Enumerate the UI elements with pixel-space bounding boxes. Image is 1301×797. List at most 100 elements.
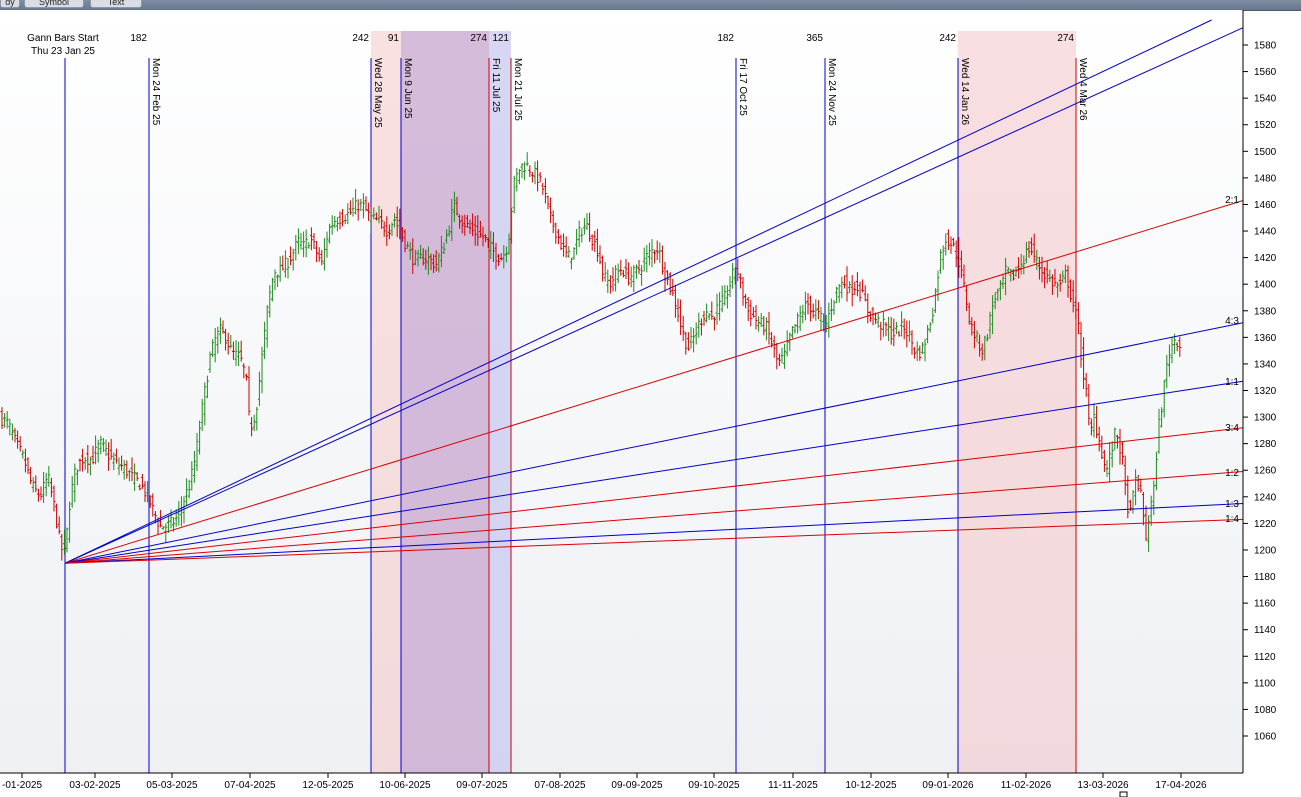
ohlc-bar [476, 215, 480, 246]
gann-fan-line-3-1 [64, 27, 1244, 564]
ohlc-bar [694, 322, 698, 345]
ohlc-bar [858, 281, 862, 302]
ohlc-bar [585, 213, 589, 230]
ohlc-bar [452, 191, 456, 223]
ohlc-bar [465, 214, 469, 228]
ohlc-bar [1152, 480, 1156, 516]
ohlc-bar [88, 456, 92, 476]
ohlc-bar [952, 237, 956, 247]
gann-fan-ratio-label: 3:4 [1225, 423, 1239, 434]
toolbar-button-dy[interactable]: dy [0, 0, 20, 8]
ohlc-bar [406, 241, 410, 249]
price-axis-label: 1100 [1254, 678, 1276, 689]
ohlc-bar [218, 317, 222, 344]
ohlc-bar [692, 328, 696, 353]
ohlc-bar [627, 262, 631, 286]
ohlc-bar [244, 373, 248, 381]
ohlc-bar [975, 330, 979, 343]
ohlc-bar [614, 265, 618, 292]
ohlc-bar [988, 311, 992, 339]
ohlc-bar [1089, 418, 1093, 436]
ohlc-bar [148, 495, 152, 508]
ohlc-bar [759, 312, 763, 327]
ohlc-bar [3, 413, 7, 428]
ohlc-bar [307, 242, 311, 249]
ohlc-bar [538, 172, 542, 183]
ohlc-bar [398, 208, 402, 240]
ohlc-bar [835, 286, 839, 304]
ohlc-bar [731, 263, 735, 289]
ohlc-bar [1105, 459, 1109, 477]
ohlc-bar [920, 342, 924, 354]
gann-fan-line-2-1 [64, 199, 1244, 564]
ohlc-bar [107, 442, 111, 471]
ohlc-bar [143, 481, 147, 502]
ohlc-bar [671, 278, 675, 297]
ohlc-bar [978, 334, 982, 357]
time-marker-date: Wed 14 Jan 26 [959, 58, 970, 126]
ohlc-bar [109, 438, 113, 460]
ohlc-bar [796, 312, 800, 334]
ohlc-bar [203, 382, 207, 426]
ohlc-bar [702, 311, 706, 326]
ohlc-bar [140, 474, 144, 489]
scroll-handle[interactable] [1119, 791, 1128, 797]
ohlc-bar [333, 215, 337, 229]
ohlc-bar [99, 435, 103, 455]
ohlc-bar [164, 523, 168, 543]
ohlc-bar [172, 517, 176, 532]
gann-fan-ratio-label: 1:3 [1225, 499, 1239, 510]
ohlc-bar [788, 332, 792, 352]
ohlc-bar [1024, 241, 1028, 264]
ohlc-bar [530, 172, 534, 183]
ohlc-bar [972, 320, 976, 349]
ohlc-bar [991, 295, 995, 335]
ohlc-bar [884, 321, 888, 337]
ohlc-bar [29, 466, 33, 485]
ohlc-bar [593, 230, 597, 252]
time-axis-label: 13-03-2026 [1077, 780, 1129, 791]
ohlc-bar [286, 258, 290, 279]
ohlc-bar [283, 250, 287, 278]
ohlc-bar [78, 458, 82, 472]
gann-chart[interactable]: 182 Mon 24 Feb 25 242 Wed 28 May 25 91 Mon 9 … [0, 10, 1301, 797]
toolbar-button-text[interactable]: Text [90, 0, 142, 8]
ohlc-bar [481, 226, 485, 247]
ohlc-bar [250, 417, 254, 437]
ohlc-bar [153, 511, 157, 524]
toolbar-button-symbol[interactable]: Symbol [24, 0, 84, 8]
ohlc-bar [159, 509, 163, 528]
ohlc-bar [437, 252, 441, 273]
ohlc-bar [1022, 255, 1026, 275]
ohlc-bar [312, 233, 316, 249]
price-axis-label: 1280 [1254, 439, 1277, 450]
ohlc-bar [897, 330, 901, 337]
ohlc-bar [270, 277, 274, 302]
ohlc-bar [343, 214, 347, 224]
ohlc-bar [712, 316, 716, 331]
ohlc-bar [263, 321, 267, 359]
ohlc-bar [442, 242, 446, 255]
ohlc-bar [294, 234, 298, 261]
ohlc-bar [983, 335, 987, 361]
ohlc-bar [1058, 273, 1062, 292]
time-marker-date: Fri 17 Oct 25 [737, 58, 748, 116]
price-axis-label: 1160 [1254, 599, 1276, 610]
ohlc-bar [962, 264, 966, 287]
ohlc-bar [824, 314, 828, 333]
ohlc-bar [595, 228, 599, 262]
ohlc-bar [946, 229, 950, 251]
ohlc-bar [385, 216, 389, 246]
time-axis-label: 09-01-2026 [922, 780, 974, 791]
time-axis-label: 05-03-2025 [146, 780, 198, 791]
ohlc-bar [923, 338, 927, 362]
ohlc-bar [39, 486, 43, 501]
ohlc-bar [582, 217, 586, 235]
ohlc-bar [1118, 428, 1122, 465]
ohlc-bar [803, 291, 807, 321]
ohlc-bar [624, 259, 628, 280]
ohlc-bar [205, 375, 209, 399]
ohlc-bar [5, 411, 9, 429]
ohlc-bar [434, 250, 438, 272]
ohlc-bar [346, 203, 350, 225]
